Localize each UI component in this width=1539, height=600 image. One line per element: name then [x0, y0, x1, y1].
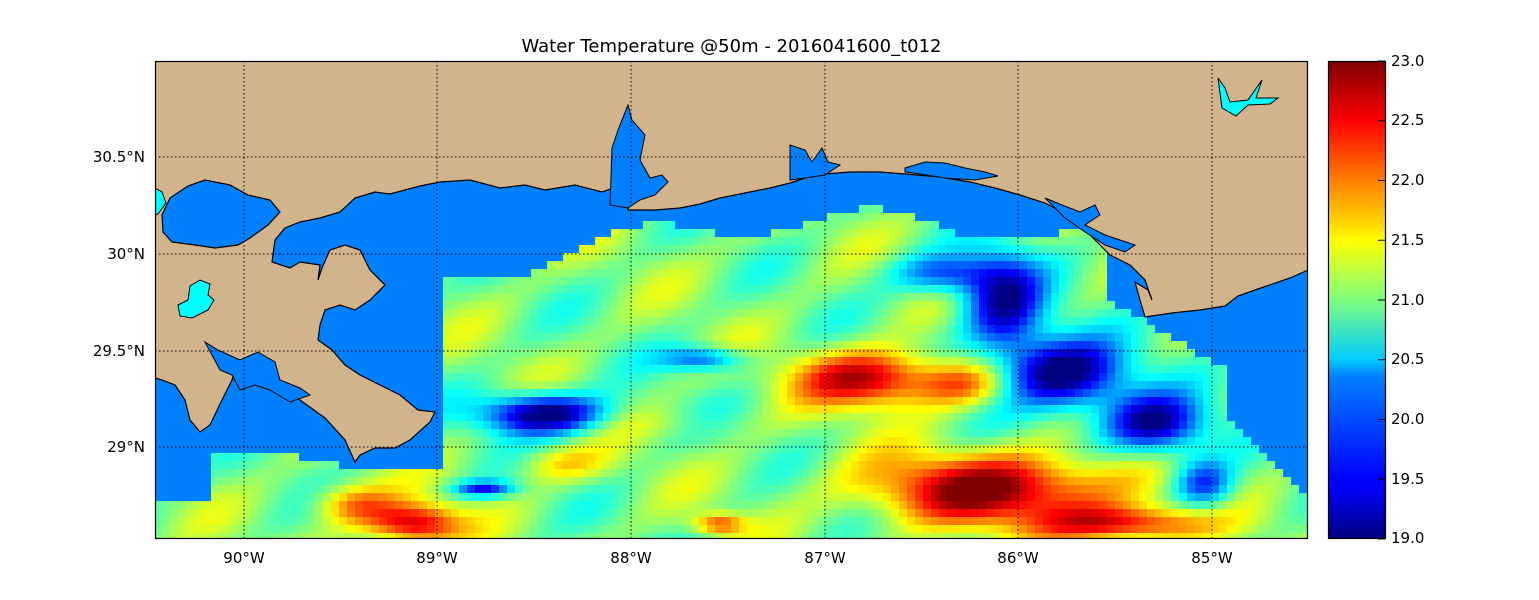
lat-label-30-5n: 30.5°N: [92, 148, 145, 166]
graticule: [155, 61, 1308, 539]
lon-label-88w: 88°W: [610, 549, 652, 567]
colorbar-label-20-5: 20.5: [1391, 350, 1425, 368]
choctawhatchee-bay: [904, 161, 999, 181]
map-title: Water Temperature @50m - 2016041600_t012: [521, 36, 942, 57]
colorbar-label-20-0: 20.0: [1391, 410, 1425, 428]
lake-pontchartrain: [161, 179, 281, 249]
pensacola-bay: [789, 144, 842, 181]
colorbar-label-22-5: 22.5: [1391, 111, 1425, 129]
lon-label-89w: 89°W: [416, 549, 458, 567]
temperature-field: [155, 205, 1308, 539]
lake-cyan-3: [1217, 77, 1280, 117]
colorbar-label-19-5: 19.5: [1391, 470, 1425, 488]
lake-cyan-1: [155, 187, 167, 216]
st-andrew-bay: [1044, 197, 1137, 253]
land-layer: [155, 61, 1308, 464]
lat-label-29-5n: 29.5°N: [92, 342, 145, 360]
barataria-bay: [203, 340, 312, 403]
lat-label-29n: 29°N: [107, 438, 145, 456]
colorbar: [1327, 60, 1387, 540]
lon-label-86w: 86°W: [997, 549, 1039, 567]
colorbar-label-23-0: 23.0: [1391, 52, 1425, 70]
lat-label-30n: 30°N: [107, 245, 145, 263]
map-frame: [154, 60, 1309, 540]
colorbar-label-21-5: 21.5: [1391, 231, 1425, 249]
colorbar-label-22-0: 22.0: [1391, 171, 1425, 189]
lon-label-87w: 87°W: [804, 549, 846, 567]
lake-cyan-2: [177, 279, 215, 319]
coastline-land: [155, 61, 1308, 464]
colorbar-ticks: [1378, 60, 1385, 540]
lon-label-90w: 90°W: [223, 549, 265, 567]
colorbar-label-21-0: 21.0: [1391, 291, 1425, 309]
lon-label-85w: 85°W: [1191, 549, 1233, 567]
colorbar-label-19-0: 19.0: [1391, 529, 1425, 547]
